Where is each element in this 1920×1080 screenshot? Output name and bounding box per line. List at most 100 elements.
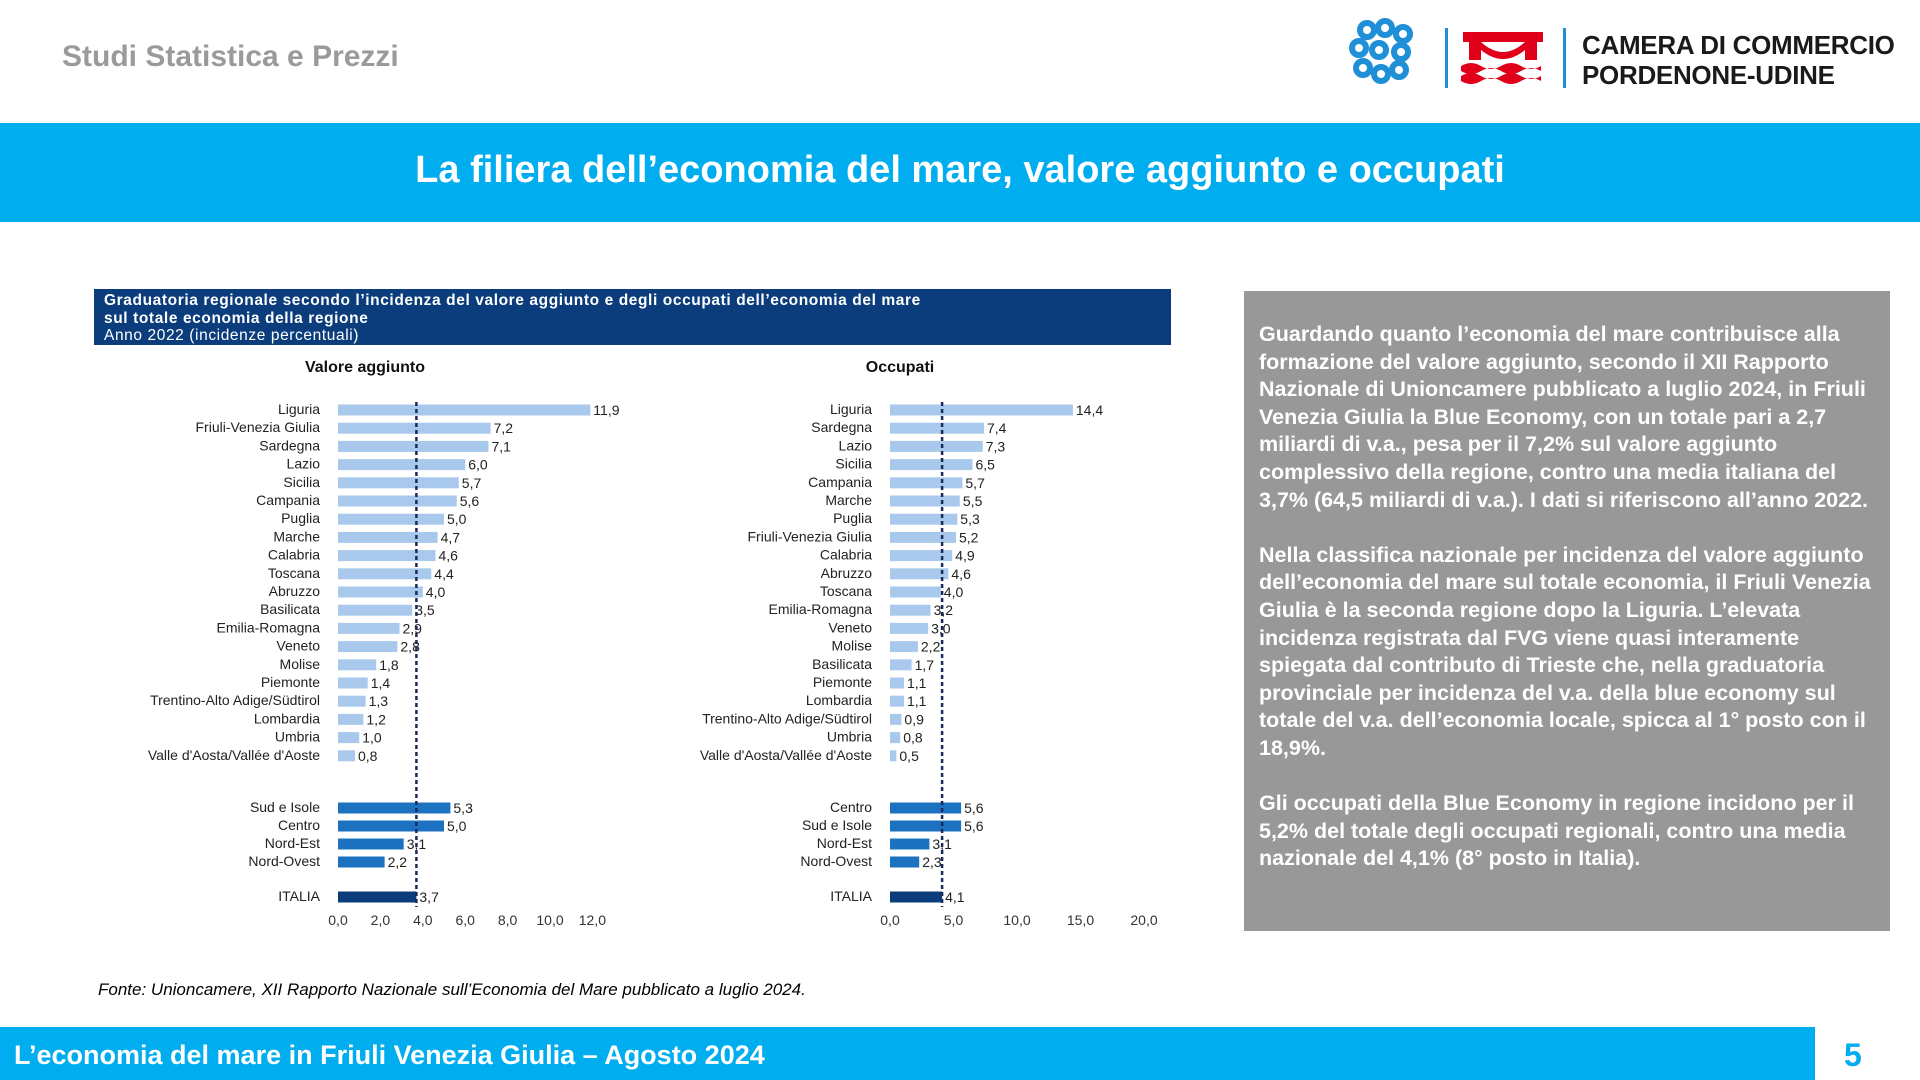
bar-occ xyxy=(890,838,930,850)
bar-va xyxy=(338,856,385,868)
bar-occ xyxy=(890,891,943,903)
footer-text: L’economia del mare in Friuli Venezia Gi… xyxy=(14,1040,765,1070)
category-label-va: Puglia xyxy=(281,510,320,526)
value-label-va: 2,2 xyxy=(388,854,408,870)
value-label-occ: 14,4 xyxy=(1076,402,1103,418)
value-label-occ: 6,5 xyxy=(976,457,996,473)
value-label-va: 5,0 xyxy=(447,511,467,527)
value-label-va: 4,6 xyxy=(439,548,459,564)
category-label-occ: Friuli-Venezia Giulia xyxy=(748,528,873,544)
value-label-va: 1,3 xyxy=(369,693,389,709)
x-tick-label-va: 2,0 xyxy=(371,912,391,928)
category-label-va: Molise xyxy=(280,656,321,672)
title-band: La filiera dell’economia del mare, valor… xyxy=(0,123,1920,222)
bar-va xyxy=(338,750,355,762)
bar-occ xyxy=(890,495,960,507)
chamber-name-line1: CAMERA DI COMMERCIO xyxy=(1582,30,1895,60)
value-label-occ: 7,3 xyxy=(986,438,1006,454)
bar-occ xyxy=(890,477,963,489)
value-label-occ: 2,2 xyxy=(921,639,941,655)
category-label-occ: ITALIA xyxy=(830,888,872,904)
value-label-va: 5,0 xyxy=(447,818,467,834)
category-label-occ: Sud e Isole xyxy=(802,817,872,833)
value-label-va: 1,8 xyxy=(379,657,399,673)
value-label-va: 5,7 xyxy=(462,475,482,491)
value-label-va: 7,1 xyxy=(492,438,512,454)
value-label-va: 4,4 xyxy=(434,566,454,582)
category-label-va: Sud e Isole xyxy=(250,799,320,815)
value-label-occ: 5,6 xyxy=(964,800,984,816)
value-label-va: 4,7 xyxy=(441,529,461,545)
category-label-va: Valle d'Aosta/Vallée d'Aoste xyxy=(148,747,320,763)
value-label-occ: 5,3 xyxy=(960,511,980,527)
bar-occ xyxy=(890,440,983,452)
bar-occ xyxy=(890,622,929,634)
value-label-occ: 0,5 xyxy=(899,748,919,764)
category-label-occ: Trentino-Alto Adige/Südtirol xyxy=(702,710,872,726)
x-tick-label-va: 12,0 xyxy=(579,912,606,928)
bar-va xyxy=(338,891,417,903)
commentary-paragraph-1: Guardando quanto l’economia del mare con… xyxy=(1259,322,1868,512)
value-label-va: 1,4 xyxy=(371,675,391,691)
value-label-occ: 4,6 xyxy=(951,566,971,582)
category-label-va: Sicilia xyxy=(283,474,320,490)
bar-va xyxy=(338,440,489,452)
bar-va xyxy=(338,659,377,671)
bar-va xyxy=(338,695,366,707)
category-label-occ: Umbria xyxy=(827,729,872,745)
bar-occ xyxy=(890,513,958,525)
footer-band: L’economia del mare in Friuli Venezia Gi… xyxy=(0,1027,1815,1080)
bar-occ xyxy=(890,459,973,471)
value-label-occ: 3,2 xyxy=(934,602,954,618)
value-label-occ: 1,1 xyxy=(907,675,927,691)
category-label-va: Umbria xyxy=(275,729,320,745)
x-tick-label-va: 4,0 xyxy=(413,912,433,928)
category-label-va: Calabria xyxy=(268,547,320,563)
category-label-va: Abruzzo xyxy=(269,583,321,599)
category-label-occ: Toscana xyxy=(820,583,872,599)
bar-va xyxy=(338,568,432,580)
bar-occ xyxy=(890,802,962,814)
bar-va xyxy=(338,459,466,471)
bar-occ xyxy=(890,713,902,725)
x-tick-label-occ: 0,0 xyxy=(880,912,900,928)
value-label-va: 1,2 xyxy=(366,711,386,727)
category-label-va: Piemonte xyxy=(261,674,320,690)
category-label-va: Lazio xyxy=(287,456,321,472)
category-label-occ: Nord-Ovest xyxy=(800,853,872,869)
category-label-va: Marche xyxy=(273,528,320,544)
category-label-va: Emilia-Romagna xyxy=(217,619,321,635)
bar-va xyxy=(338,550,436,562)
category-label-occ: Centro xyxy=(830,799,872,815)
commentary-paragraph-3: Gli occupati della Blue Economy in regio… xyxy=(1259,791,1854,871)
category-label-occ: Piemonte xyxy=(813,674,872,690)
bar-va xyxy=(338,513,444,525)
bar-occ xyxy=(890,856,920,868)
x-tick-label-va: 10,0 xyxy=(536,912,563,928)
bar-occ xyxy=(890,695,904,707)
bar-occ xyxy=(890,641,918,653)
bar-va xyxy=(338,422,491,434)
page-title: La filiera dell’economia del mare, valor… xyxy=(415,149,1505,191)
bar-va xyxy=(338,495,457,507)
category-label-va: Sardegna xyxy=(259,437,320,453)
section-title: Studi Statistica e Prezzi xyxy=(62,40,399,73)
chart-title-occ: Occupati xyxy=(866,359,934,376)
value-label-va: 4,0 xyxy=(426,584,446,600)
x-tick-label-va: 8,0 xyxy=(498,912,518,928)
value-label-va: 1,0 xyxy=(362,730,382,746)
category-label-occ: Campania xyxy=(808,474,872,490)
x-tick-label-occ: 20,0 xyxy=(1130,912,1157,928)
category-label-occ: Valle d'Aosta/Vallée d'Aoste xyxy=(700,747,872,763)
chamber-logo-mark xyxy=(1349,18,1566,88)
value-label-va: 6,0 xyxy=(468,457,488,473)
category-label-occ: Calabria xyxy=(820,547,872,563)
bar-occ xyxy=(890,659,912,671)
x-tick-label-occ: 10,0 xyxy=(1003,912,1030,928)
bar-va xyxy=(338,622,400,634)
chart-heading-subtitle: Anno 2022 (incidenze percentuali) xyxy=(104,327,360,344)
category-label-va: Nord-Est xyxy=(265,835,320,851)
chamber-name-line2: PORDENONE-UDINE xyxy=(1582,60,1835,90)
value-label-occ: 1,1 xyxy=(907,693,927,709)
category-label-occ: Veneto xyxy=(828,619,872,635)
